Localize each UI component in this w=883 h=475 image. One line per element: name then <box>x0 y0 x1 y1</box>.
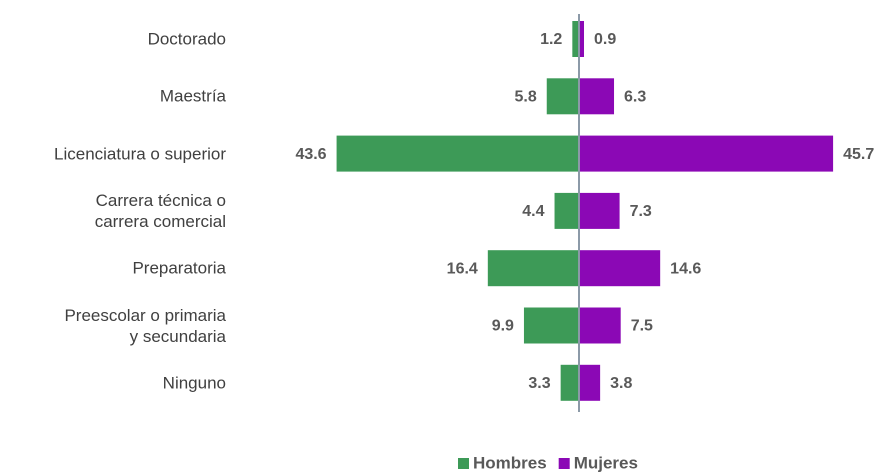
value-label: 7.3 <box>630 203 652 220</box>
bar <box>336 135 579 172</box>
value-label: 4.4 <box>522 203 544 220</box>
legend-swatch <box>558 458 570 469</box>
bar <box>572 21 579 57</box>
value-label: 3.8 <box>610 375 632 392</box>
legend-label: Hombres <box>473 453 547 472</box>
bar <box>579 250 661 287</box>
category-label: Doctorado <box>147 29 226 49</box>
bar <box>554 192 579 229</box>
value-label: 5.8 <box>515 89 537 106</box>
bar <box>487 250 579 287</box>
category-label: Maestría <box>159 86 226 106</box>
value-label: 45.7 <box>843 146 874 163</box>
bar <box>523 307 579 344</box>
bar <box>579 192 620 229</box>
category-label: Ninguno <box>162 373 226 393</box>
value-label: 6.3 <box>624 89 646 106</box>
bar <box>579 21 585 57</box>
legend-swatch <box>458 458 469 469</box>
bar <box>579 78 615 115</box>
value-label: 7.5 <box>631 318 653 335</box>
value-label: 14.6 <box>670 260 701 277</box>
bar <box>546 78 579 115</box>
value-label: 9.9 <box>492 318 514 335</box>
bar <box>579 135 834 172</box>
category-label: Carrera técnica o carrera comercial <box>94 190 226 231</box>
value-label: 16.4 <box>447 260 478 277</box>
bar <box>579 307 621 344</box>
value-label: 3.3 <box>528 375 550 392</box>
bar <box>579 364 601 401</box>
category-label: Preescolar o primaria y secundaria <box>64 305 226 346</box>
bar <box>560 364 579 401</box>
category-label: Licenciatura o superior <box>54 144 226 164</box>
value-label: 1.2 <box>540 31 562 48</box>
legend-label: Mujeres <box>574 453 638 472</box>
category-label: Preparatoria <box>132 258 226 278</box>
value-label: 0.9 <box>594 31 616 48</box>
value-label: 43.6 <box>295 146 326 163</box>
